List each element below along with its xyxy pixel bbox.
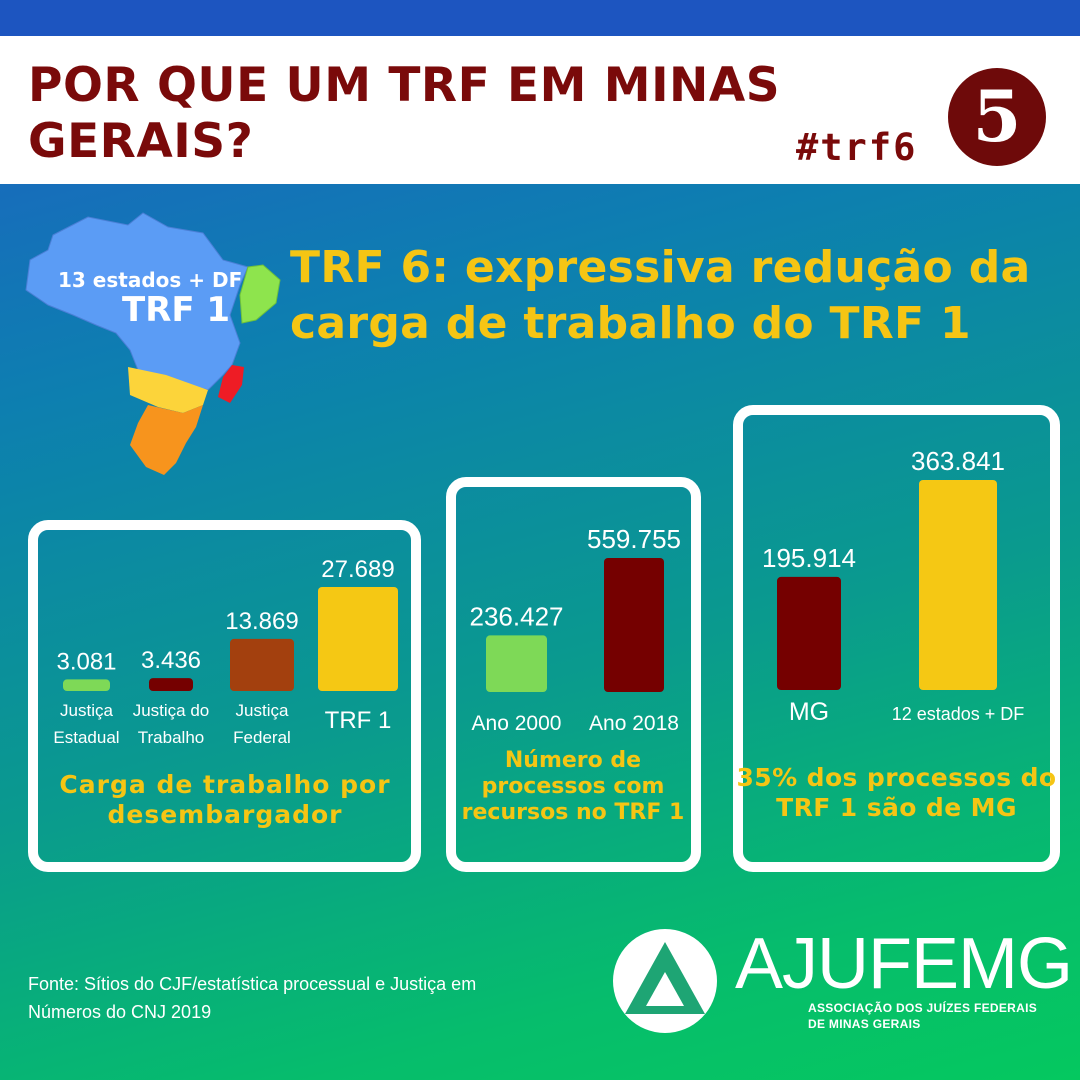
logo-name: AJUFEMG — [735, 924, 1073, 1004]
bar-1-1 — [63, 679, 110, 691]
bar-value-label: 27.689 — [321, 556, 394, 583]
bar-1-4 — [318, 587, 398, 691]
brazil-map-icon — [25, 212, 281, 475]
bar-value-label: 236.427 — [470, 601, 564, 631]
ajufemg-logo-icon — [613, 929, 717, 1033]
bar-value-label: 3.436 — [141, 647, 201, 674]
map-region-trf3 — [128, 367, 208, 413]
map-label-trf1: TRF 1 — [122, 290, 231, 330]
bar-1-2 — [149, 678, 193, 691]
page-title: POR QUE UM TRF EM MINAS GERAIS? — [28, 58, 781, 169]
category-label: Federal — [233, 728, 291, 747]
source-note: Fonte: Sítios do CJF/estatística process… — [28, 974, 477, 1022]
bar-value-label: 559.755 — [587, 524, 681, 554]
chart-caption-mg-share: 35% dos processos do TRF 1 são de MG — [736, 763, 1057, 822]
hashtag: #trf6 — [796, 126, 918, 169]
category-label: MG — [789, 698, 829, 726]
bar-value-label: 363.841 — [911, 446, 1005, 476]
logo-subtitle: ASSOCIAÇÃO DOS JUÍZES FEDERAIS DE MINAS … — [808, 1001, 1038, 1031]
top-color-strip — [0, 0, 1080, 36]
category-label: Ano 2000 — [472, 712, 562, 735]
category-label: Justiça — [236, 701, 289, 720]
bar-2-1 — [486, 635, 547, 692]
map-region-trf4 — [130, 405, 203, 475]
header-bar: POR QUE UM TRF EM MINAS GERAIS? #trf6 5 — [0, 36, 1080, 184]
bar-value-label: 195.914 — [762, 543, 856, 573]
section-subtitle: TRF 6: expressiva redução da carga de tr… — [290, 242, 1031, 349]
bar-3-1 — [777, 576, 841, 690]
category-label: Justiça do — [133, 701, 210, 720]
map-region-trf2 — [218, 365, 244, 403]
chart-caption-appeals: Número de processos com recursos no TRF … — [461, 748, 685, 825]
category-label: Trabalho — [138, 728, 204, 747]
chart-panel-mg-share — [733, 405, 1060, 872]
bar-3-2 — [919, 480, 997, 690]
chart-caption-workload: Carga de trabalho por desembargador — [59, 770, 391, 829]
chart-panel-appeals — [446, 477, 701, 872]
number-badge: 5 — [948, 68, 1046, 166]
category-label: Justiça — [60, 701, 113, 720]
category-label: Estadual — [53, 728, 119, 747]
category-label: 12 estados + DF — [892, 704, 1025, 724]
bar-value-label: 13.869 — [225, 608, 298, 635]
map-region-trf5 — [239, 264, 281, 324]
category-label: Ano 2018 — [589, 712, 679, 735]
map-region-trf1 — [25, 212, 249, 391]
bar-value-label: 3.081 — [56, 648, 116, 675]
chart-panel-workload — [28, 520, 421, 872]
category-label: TRF 1 — [325, 707, 392, 734]
map-label-states: 13 estados + DF — [58, 268, 243, 292]
bar-2-2 — [604, 558, 664, 692]
bar-1-3 — [230, 638, 294, 691]
